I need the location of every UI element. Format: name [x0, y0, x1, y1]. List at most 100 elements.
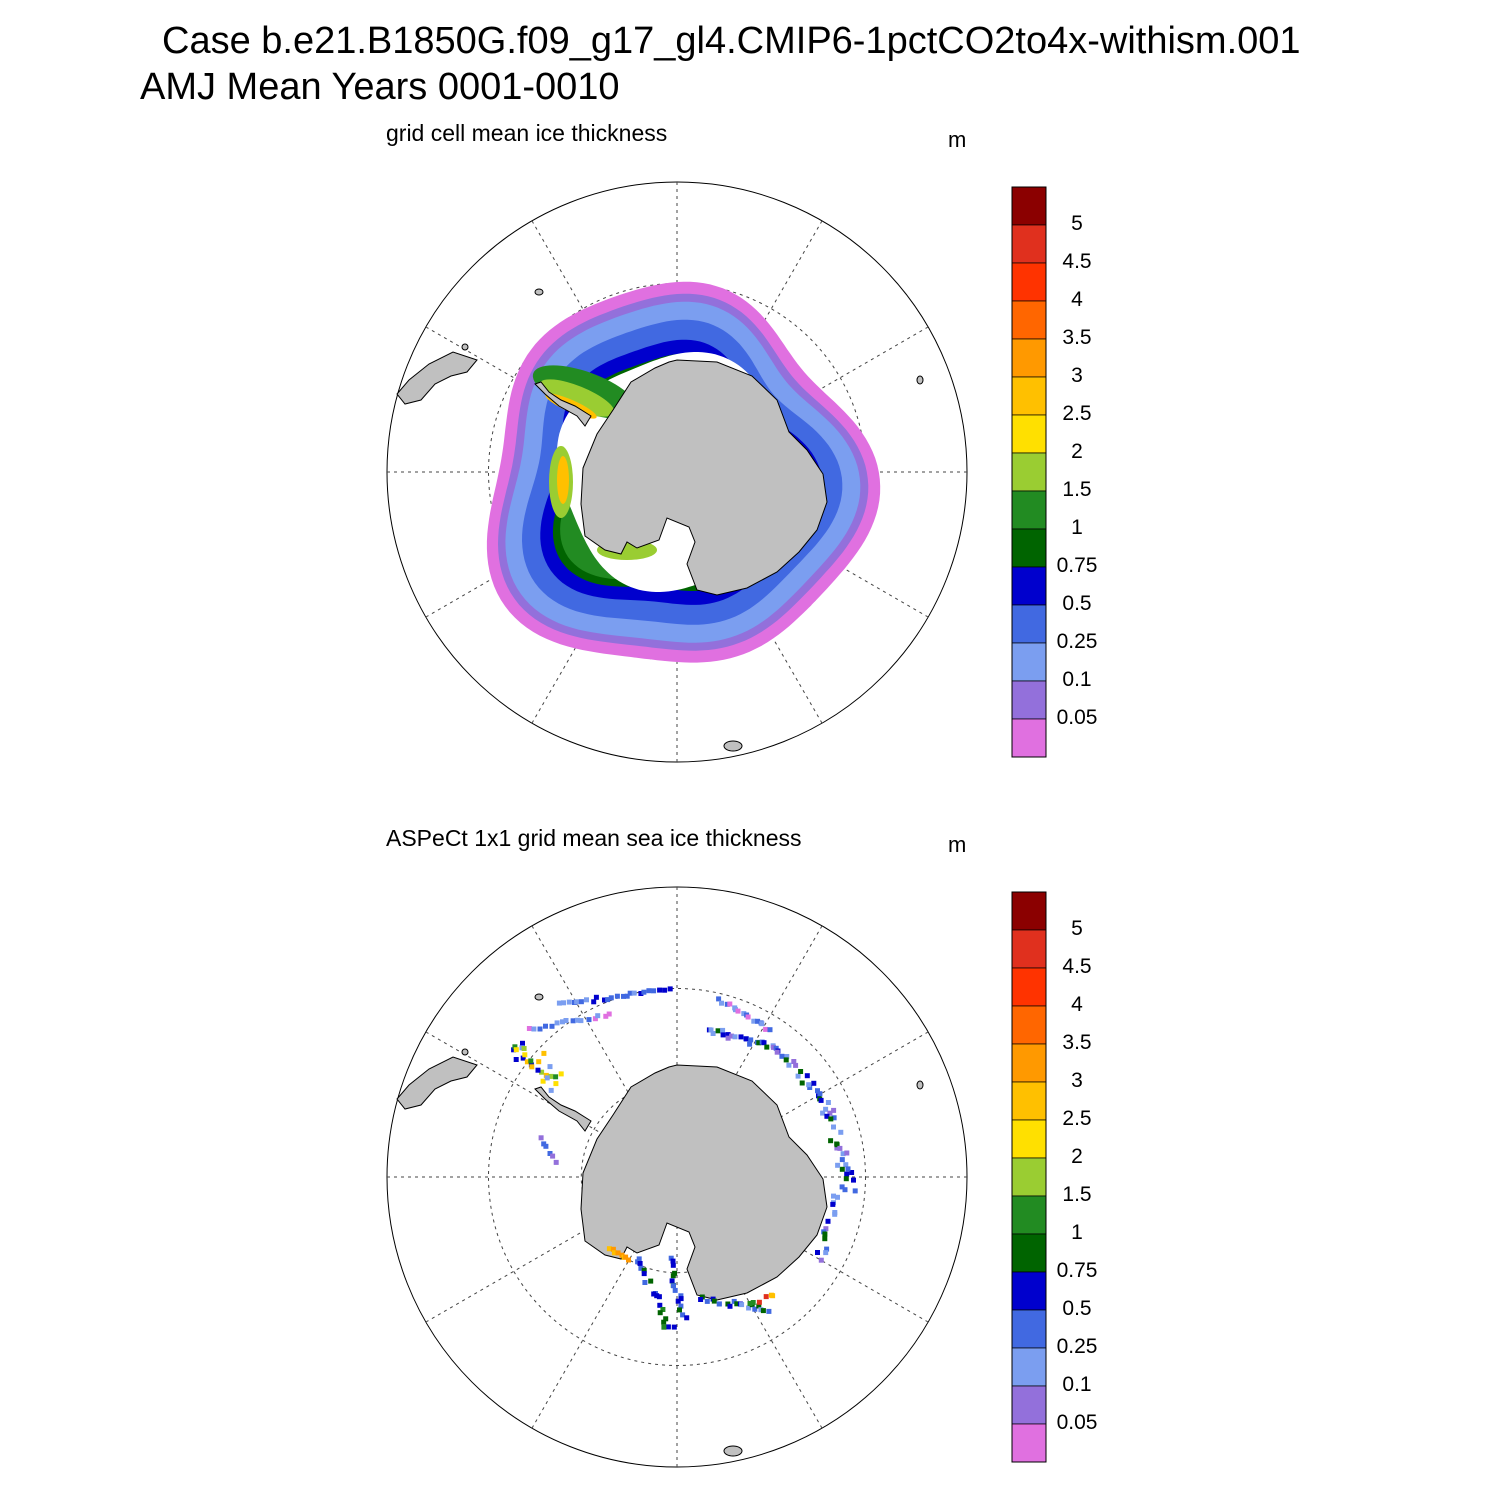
- observation-cell: [543, 1023, 548, 1029]
- observation-cell: [593, 994, 599, 1000]
- observation-cell: [671, 1283, 676, 1289]
- observation-cell: [770, 1044, 776, 1050]
- observation-cell: [648, 1278, 654, 1284]
- observation-cell: [767, 1027, 773, 1033]
- observation-cell: [818, 1257, 824, 1263]
- observation-cell: [752, 1306, 758, 1312]
- observation-cell: [831, 1115, 837, 1121]
- observation-cell: [627, 990, 633, 996]
- observation-cell: [743, 1036, 749, 1042]
- observation-cell: [822, 1236, 828, 1242]
- observation-cell: [636, 1256, 642, 1262]
- observation-cell: [524, 1059, 530, 1065]
- observation-cell: [786, 1062, 792, 1068]
- observation-cell: [766, 1308, 772, 1314]
- observation-cell: [823, 1226, 829, 1232]
- observation-cell: [791, 1059, 797, 1064]
- island: [461, 1048, 469, 1056]
- observation-cell: [839, 1157, 845, 1163]
- observation-cell: [798, 1069, 804, 1074]
- observation-cell: [745, 1014, 751, 1020]
- observation-cell: [520, 1040, 525, 1046]
- colorbar1-swatch: [1011, 490, 1047, 530]
- observation-cell: [554, 1020, 560, 1026]
- colorbar2-swatch: [1011, 1309, 1047, 1349]
- observation-cell: [561, 1000, 566, 1006]
- observation-cell: [574, 999, 580, 1005]
- observation-cell: [536, 1059, 542, 1065]
- observation-cell: [817, 1091, 823, 1097]
- observation-cell: [656, 1294, 662, 1300]
- observation-cell: [732, 1034, 738, 1040]
- colorbar1-frame: [1011, 186, 1047, 758]
- observation-cell: [834, 1142, 840, 1148]
- observation-cell: [838, 1129, 844, 1135]
- observation-cell: [513, 1057, 519, 1062]
- observation-cell: [535, 1067, 541, 1073]
- observation-cell: [614, 993, 620, 999]
- observation-cell: [553, 1074, 559, 1080]
- observation-cell: [608, 995, 614, 1001]
- latitude-circle: [488, 988, 866, 1366]
- colorbar2-swatch: [1011, 1043, 1047, 1083]
- colorbar2-tick-label: 0.25: [1056, 1335, 1098, 1358]
- observation-cell: [818, 1097, 824, 1103]
- colorbar2-tick-label: 2: [1071, 1145, 1083, 1168]
- colorbar1-swatch: [1011, 376, 1047, 416]
- observation-cell: [763, 1294, 769, 1300]
- observation-cell: [575, 1017, 580, 1023]
- observation-cell: [793, 1062, 799, 1068]
- colorbar1-tick-label: 0.1: [1062, 668, 1092, 691]
- observation-cell: [602, 997, 607, 1003]
- colorbar1-swatch: [1011, 718, 1047, 758]
- observation-cell: [623, 1254, 629, 1260]
- colorbar1-swatch: [1011, 528, 1047, 568]
- observation-cell: [665, 1324, 671, 1330]
- observation-cell: [531, 1026, 537, 1032]
- colorbar1-swatch: [1011, 186, 1047, 226]
- colorbar2-swatch: [1011, 967, 1047, 1007]
- observation-cell: [521, 1046, 527, 1051]
- south-america-tip: [396, 1056, 478, 1110]
- observation-cell: [831, 1107, 837, 1113]
- observation-cell: [677, 1307, 682, 1313]
- observation-cell: [657, 987, 663, 993]
- observation-cell: [675, 1298, 681, 1304]
- observation-cell: [774, 1049, 780, 1055]
- colorbar2-tick-label: 4: [1071, 993, 1083, 1016]
- colorbar1-tick-label: 5: [1071, 212, 1083, 235]
- observation-cell: [578, 999, 584, 1005]
- observation-cell: [756, 1040, 762, 1046]
- observation-cell: [815, 1088, 820, 1094]
- observation-cell: [529, 1064, 535, 1070]
- observation-cell: [831, 1193, 836, 1199]
- colorbar2-swatch: [1011, 1081, 1047, 1121]
- colorbar2-tick-label: 1: [1071, 1221, 1083, 1244]
- observation-cell: [615, 1250, 621, 1256]
- observation-cell: [840, 1151, 846, 1157]
- observation-cell: [637, 1261, 643, 1266]
- observation-cell: [851, 1177, 856, 1183]
- observation-cell: [670, 1262, 676, 1268]
- observation-cell: [663, 1316, 669, 1322]
- colorbar1-swatch: [1011, 566, 1047, 606]
- colorbar2-tick-label: 3.5: [1062, 1031, 1092, 1054]
- observation-cell: [611, 1250, 617, 1256]
- observation-cell: [550, 1153, 556, 1159]
- observation-cell: [538, 1135, 544, 1141]
- observation-cell: [610, 1246, 616, 1252]
- observation-cell: [750, 1300, 756, 1305]
- observation-cell: [804, 1073, 810, 1079]
- observation-cell: [654, 1293, 660, 1299]
- observation-cell: [738, 1034, 744, 1040]
- island: [916, 375, 924, 385]
- colorbar2-tick-label: 0.5: [1062, 1297, 1092, 1320]
- colorbar2-swatch: [1011, 929, 1047, 969]
- colorbar1-swatch: [1011, 604, 1047, 644]
- panel2-title: ASPeCt 1x1 grid mean sea ice thickness: [386, 825, 802, 851]
- observation-cell: [708, 1027, 714, 1033]
- colorbar1-tick-label: 1.5: [1062, 478, 1092, 501]
- observation-cell: [839, 1166, 845, 1172]
- observation-cell: [763, 1026, 769, 1032]
